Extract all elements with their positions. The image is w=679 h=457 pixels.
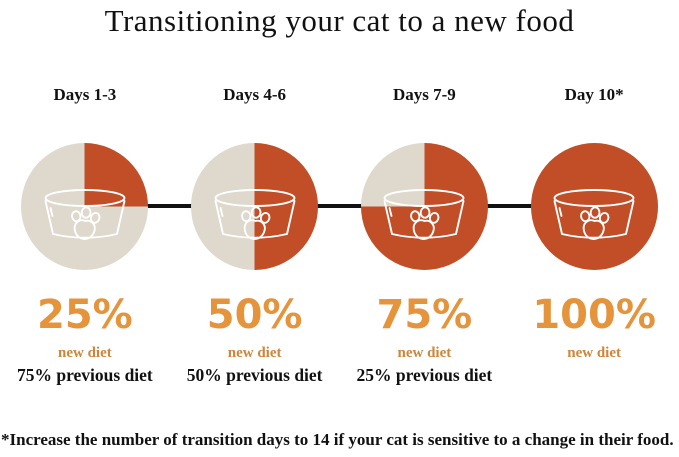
new-diet-label: new diet [58,345,112,361]
paw-print-icon [410,205,440,240]
pie-chart-day-10 [530,143,658,270]
stage-label: Days 1-3 [53,85,117,104]
stages-row: Days 1-3 25% new diet 75% previous diet [0,84,679,385]
new-diet-percent: 50% [206,292,303,338]
new-diet-percent: 100% [532,292,656,338]
food-bowl-icon [44,188,126,240]
pie-chart-days-1-3 [21,143,149,270]
new-diet-label: new diet [567,345,621,361]
page-title: Transitioning your cat to a new food [104,3,575,38]
paw-print-icon [580,205,610,240]
stage-days-7-9: Days 7-9 75% new diet 25% previous diet [340,84,510,385]
pie-chart-days-7-9 [360,143,488,270]
stage-label: Days 4-6 [223,85,287,104]
previous-diet-label: 75% previous diet [16,365,153,385]
timeline-connector [84,204,595,208]
paw-print-icon [240,205,271,240]
stage-label: Day 10* [564,85,624,104]
new-diet-label: new diet [397,345,452,361]
stage-days-4-6: Days 4-6 50% new diet 50% previous diet [170,84,340,385]
new-diet-label: new diet [227,345,282,361]
stage-day-10: Day 10* 100% new diet [509,84,679,385]
new-diet-percent: 75% [376,292,473,338]
paw-print-icon [70,205,101,240]
food-bowl-icon [553,188,635,240]
food-bowl-icon [214,188,296,240]
footnote: *Increase the number of transition days … [1,430,674,449]
stage-days-1-3: Days 1-3 25% new diet 75% previous diet [0,84,170,385]
pie-chart-days-4-6 [191,143,319,270]
food-bowl-icon [383,188,465,240]
new-diet-percent: 25% [37,292,133,338]
previous-diet-label: 25% previous diet [356,365,493,385]
previous-diet-label: 50% previous diet [186,365,323,385]
stage-label: Days 7-9 [392,85,456,104]
